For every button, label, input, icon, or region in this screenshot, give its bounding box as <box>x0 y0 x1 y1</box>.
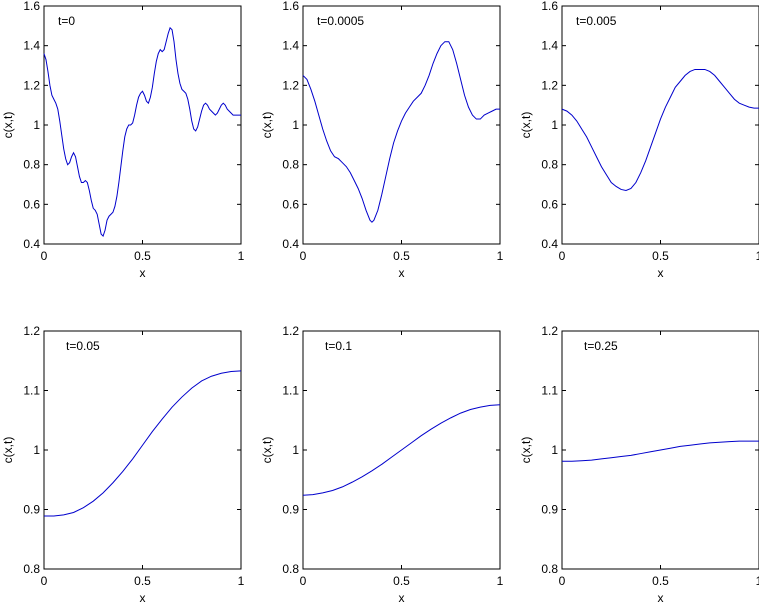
subplot-1: 0 0.5 1 0.4 0.6 0.8 1 1.2 1.4 1.6 x c(x,t) t=0 <box>1 0 245 280</box>
x-tick-label: 0 <box>41 249 48 263</box>
plot-area <box>302 5 501 245</box>
concentration-curve <box>562 440 759 462</box>
y-tick-label: 1.4 <box>282 39 299 53</box>
y-tick-label: 0.8 <box>282 158 299 172</box>
subplot-4: 0 0.5 1 0.8 0.9 1 1.1 1.2 x c(x,t) t=0.05 <box>1 324 245 605</box>
x-tick-label: 1 <box>756 249 759 263</box>
y-axis-label: c(x,t) <box>519 437 533 464</box>
plot-area <box>43 5 242 245</box>
y-axis-label: c(x,t) <box>260 437 274 464</box>
x-tick-label: 1 <box>497 574 504 588</box>
time-annotation: t=0.25 <box>584 339 618 353</box>
y-tick-label: 0.9 <box>23 503 40 517</box>
y-axis-label: c(x,t) <box>260 112 274 139</box>
y-tick-label: 1.6 <box>23 0 40 13</box>
y-tick-label: 0.4 <box>282 237 299 251</box>
x-tick-label: 0.5 <box>652 249 669 263</box>
y-tick-label: 1 <box>292 443 299 457</box>
y-tick-label: 0.9 <box>541 503 558 517</box>
y-tick-label: 0.8 <box>541 562 558 576</box>
x-tick-label: 1 <box>238 249 245 263</box>
x-tick-label: 0 <box>300 574 307 588</box>
y-tick-label: 1.1 <box>23 384 40 398</box>
time-annotation: t=0 <box>58 14 75 28</box>
subplot-2: 0 0.5 1 0.4 0.6 0.8 1 1.2 1.4 1.6 x c(x,t) t=0.0005 <box>260 0 504 280</box>
y-tick-label: 1.2 <box>282 78 299 92</box>
x-tick-label: 0 <box>559 574 566 588</box>
y-tick-label: 0.9 <box>282 503 299 517</box>
x-axis-label: x <box>399 266 405 280</box>
y-tick-label: 1.2 <box>282 324 299 338</box>
x-tick-label: 1 <box>238 574 245 588</box>
x-tick-label: 0 <box>300 249 307 263</box>
y-tick-label: 0.8 <box>23 562 40 576</box>
y-tick-label: 0.8 <box>23 158 40 172</box>
x-tick-label: 0.5 <box>393 249 410 263</box>
y-tick-label: 1.4 <box>23 39 40 53</box>
y-tick-label: 0.6 <box>541 197 558 211</box>
concentration-curve <box>561 68 759 191</box>
y-tick-label: 0.8 <box>282 562 299 576</box>
time-annotation: t=0.005 <box>576 14 617 28</box>
x-axis-label: x <box>140 591 146 605</box>
x-tick-label: 0.5 <box>134 574 151 588</box>
y-tick-label: 1.2 <box>541 78 558 92</box>
x-axis-label: x <box>140 266 146 280</box>
subplot-5: 0 0.5 1 0.8 0.9 1 1.1 1.2 x c(x,t) t=0.1 <box>260 324 504 605</box>
time-annotation: t=0.0005 <box>317 14 364 28</box>
x-tick-label: 0.5 <box>652 574 669 588</box>
y-tick-label: 1 <box>292 118 299 132</box>
x-tick-label: 0.5 <box>393 574 410 588</box>
subplot-3: 0 0.5 1 0.4 0.6 0.8 1 1.2 1.4 1.6 x c(x,t) t=0.005 <box>519 0 759 280</box>
y-tick-label: 1.6 <box>282 0 299 13</box>
concentration-curve <box>43 26 241 238</box>
y-tick-label: 0.6 <box>23 197 40 211</box>
y-tick-label: 1.1 <box>541 384 558 398</box>
y-tick-label: 1 <box>551 118 558 132</box>
y-tick-label: 1.6 <box>541 0 558 13</box>
y-tick-label: 0.4 <box>23 237 40 251</box>
y-tick-label: 0.8 <box>541 158 558 172</box>
y-tick-label: 0.4 <box>541 237 558 251</box>
concentration-curve <box>302 404 501 496</box>
plot-area <box>561 5 759 245</box>
y-axis-label: c(x,t) <box>519 112 533 139</box>
time-annotation: t=0.05 <box>66 339 100 353</box>
x-tick-label: 0 <box>41 574 48 588</box>
y-tick-label: 1.1 <box>282 384 299 398</box>
x-tick-label: 1 <box>497 249 504 263</box>
y-axis-label: c(x,t) <box>1 437 15 464</box>
x-tick-label: 1 <box>756 574 759 588</box>
x-axis-label: x <box>399 591 405 605</box>
concentration-curve <box>302 41 500 223</box>
time-annotation: t=0.1 <box>325 339 352 353</box>
y-tick-label: 1.2 <box>541 324 558 338</box>
y-axis-label: c(x,t) <box>1 112 15 139</box>
y-tick-label: 1.2 <box>23 78 40 92</box>
x-axis-label: x <box>658 591 664 605</box>
y-tick-label: 1 <box>33 443 40 457</box>
x-tick-label: 0 <box>559 249 566 263</box>
y-tick-label: 1.2 <box>23 324 40 338</box>
x-tick-label: 0.5 <box>134 249 151 263</box>
subplot-6: 0 0.5 1 0.8 0.9 1 1.1 1.2 x c(x,t) t=0.25 <box>519 324 759 605</box>
concentration-curve <box>44 370 242 517</box>
y-tick-label: 1.4 <box>541 39 558 53</box>
y-tick-label: 1 <box>33 118 40 132</box>
y-tick-label: 0.6 <box>282 197 299 211</box>
y-tick-label: 1 <box>551 443 558 457</box>
x-axis-label: x <box>658 266 664 280</box>
plot-area <box>43 330 242 570</box>
